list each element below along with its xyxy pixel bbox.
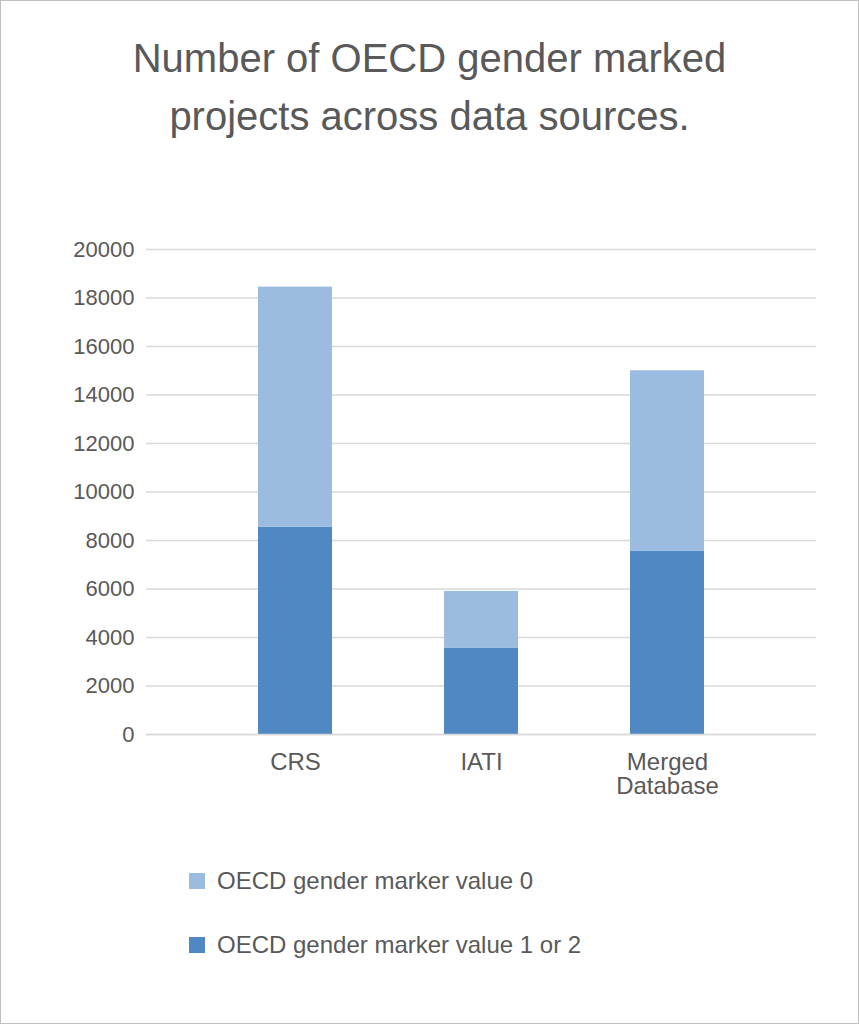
svg-text:18000: 18000	[73, 285, 134, 310]
svg-text:0: 0	[122, 722, 134, 747]
svg-text:8000: 8000	[86, 528, 135, 553]
svg-text:MergedDatabase: MergedDatabase	[616, 748, 719, 799]
svg-text:20000: 20000	[73, 237, 134, 262]
html-text:OECD gender marker value 1 or: OECD gender marker value 1 or 2	[217, 931, 582, 958]
svg-text:16000: 16000	[73, 334, 134, 359]
svg-text:12000: 12000	[73, 431, 134, 456]
svg-text:CRS: CRS	[270, 748, 321, 775]
html-text:Number of OECD gender marked p: Number of OECD gender marked projects ac…	[132, 36, 727, 138]
svg-text:6000: 6000	[86, 576, 135, 601]
html-text:OECD gender marker value 0: OECD gender marker value 0	[217, 867, 534, 894]
svg-text:4000: 4000	[86, 625, 135, 650]
svg-text:10000: 10000	[73, 479, 134, 504]
svg-text:2000: 2000	[86, 673, 135, 698]
svg-text:14000: 14000	[73, 382, 134, 407]
svg-text:IATI: IATI	[460, 748, 502, 775]
